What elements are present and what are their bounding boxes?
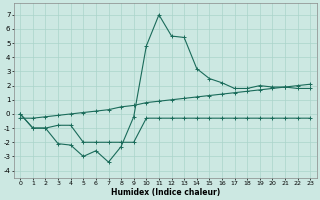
X-axis label: Humidex (Indice chaleur): Humidex (Indice chaleur) xyxy=(111,188,220,197)
